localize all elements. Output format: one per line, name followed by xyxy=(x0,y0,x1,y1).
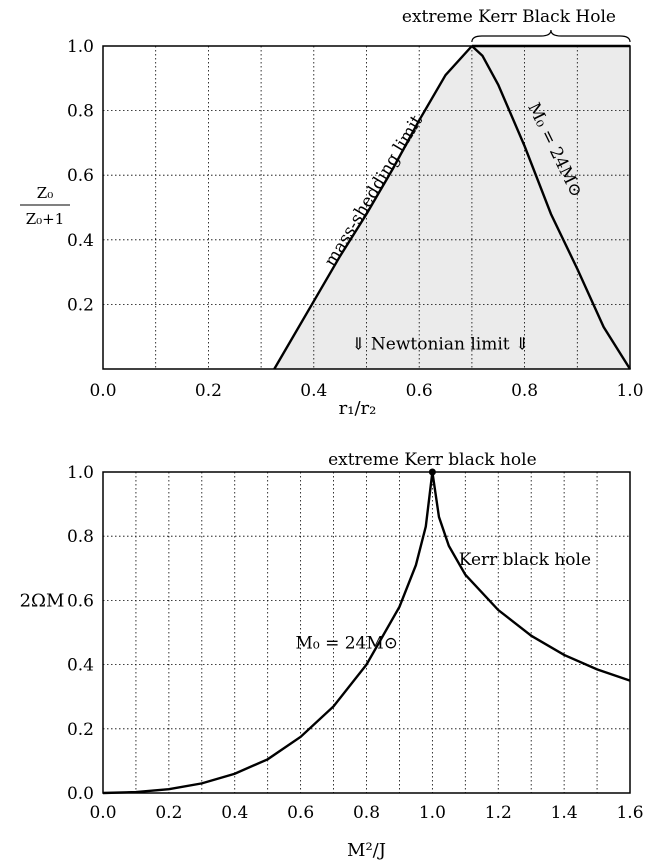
bottom-x-tick: 0.0 xyxy=(89,803,116,823)
top-x-tick: 0.2 xyxy=(195,381,222,401)
top-y-tick: 0.2 xyxy=(67,295,94,315)
top-plot-frame xyxy=(102,45,631,370)
top-x-tick: 0.8 xyxy=(511,381,538,401)
shaded-region xyxy=(274,46,630,369)
top-grid xyxy=(103,46,630,369)
top-brace xyxy=(471,29,631,43)
bottom-x-tick: 1.6 xyxy=(616,803,643,823)
top-x-tick: 0.6 xyxy=(406,381,433,401)
top-x-axis-label: r₁/r₂ xyxy=(339,398,377,419)
bottom-y-tick: 0.4 xyxy=(67,656,94,676)
bottom-y-tick-labels: 0.0 0.2 0.4 0.6 0.8 1.0 xyxy=(67,463,94,804)
extreme-kerr-point xyxy=(428,468,436,476)
m0-label-bottom: M₀ = 24M⊙ xyxy=(295,634,398,654)
bottom-x-tick: 0.8 xyxy=(353,803,380,823)
top-chart: 0.0 0.2 0.4 0.6 0.8 1.0 0.2 0.4 0.6 0.8 1.0 extre… xyxy=(20,7,644,419)
bottom-x-axis-label: M²/J xyxy=(347,840,386,861)
top-x-tick-labels: 0.0 0.2 0.4 0.6 0.8 1.0 xyxy=(89,381,643,401)
bottom-y-tick: 0.0 xyxy=(67,784,94,804)
m0-curve-top xyxy=(471,45,632,370)
bottom-y-tick: 0.6 xyxy=(67,591,94,611)
bottom-x-tick: 1.0 xyxy=(419,803,446,823)
top-y-tick: 0.8 xyxy=(67,102,94,122)
top-x-tick: 0.4 xyxy=(300,381,327,401)
bottom-chart: 0.0 0.2 0.4 0.6 0.8 1.0 1.2 1.4 1.6 0.0 0.2 0.4 0.6… xyxy=(20,450,644,861)
top-y-tick: 0.4 xyxy=(67,231,94,251)
bottom-x-tick: 0.6 xyxy=(287,803,314,823)
top-brace-label: extreme Kerr Black Hole xyxy=(402,7,616,27)
mass-shedding-curve xyxy=(273,45,473,370)
bottom-x-tick: 0.4 xyxy=(221,803,248,823)
m0-curve-bottom xyxy=(102,471,434,795)
top-y-tick: 1.0 xyxy=(67,37,94,57)
top-y-axis-label-denominator: Z₀+1 xyxy=(26,210,65,228)
bottom-x-tick: 0.2 xyxy=(155,803,182,823)
bottom-x-tick: 1.4 xyxy=(551,803,578,823)
bottom-grid xyxy=(103,472,630,793)
bottom-y-tick: 1.0 xyxy=(67,463,94,483)
top-x-tick: 0.0 xyxy=(89,381,116,401)
top-y-axis-label-numerator: Z₀ xyxy=(37,184,53,202)
bottom-x-tick-labels: 0.0 0.2 0.4 0.6 0.8 1.0 1.2 1.4 1.6 xyxy=(89,803,643,823)
bottom-plot-frame xyxy=(102,471,631,794)
kerr-black-hole-label: Kerr black hole xyxy=(459,550,591,570)
extreme-kerr-label: extreme Kerr black hole xyxy=(328,450,537,470)
kerr-black-hole-curve xyxy=(431,471,631,682)
bottom-x-tick: 1.2 xyxy=(485,803,512,823)
bottom-y-tick: 0.2 xyxy=(67,720,94,740)
bottom-y-tick: 0.8 xyxy=(67,527,94,547)
top-y-tick: 0.6 xyxy=(67,166,94,186)
newtonian-limit-label: ⇓ Newtonian limit ⇓ xyxy=(351,335,529,355)
top-x-tick: 1.0 xyxy=(616,381,643,401)
bottom-y-axis-label: 2ΩM xyxy=(20,590,65,611)
top-y-tick-labels: 0.2 0.4 0.6 0.8 1.0 xyxy=(67,37,94,315)
